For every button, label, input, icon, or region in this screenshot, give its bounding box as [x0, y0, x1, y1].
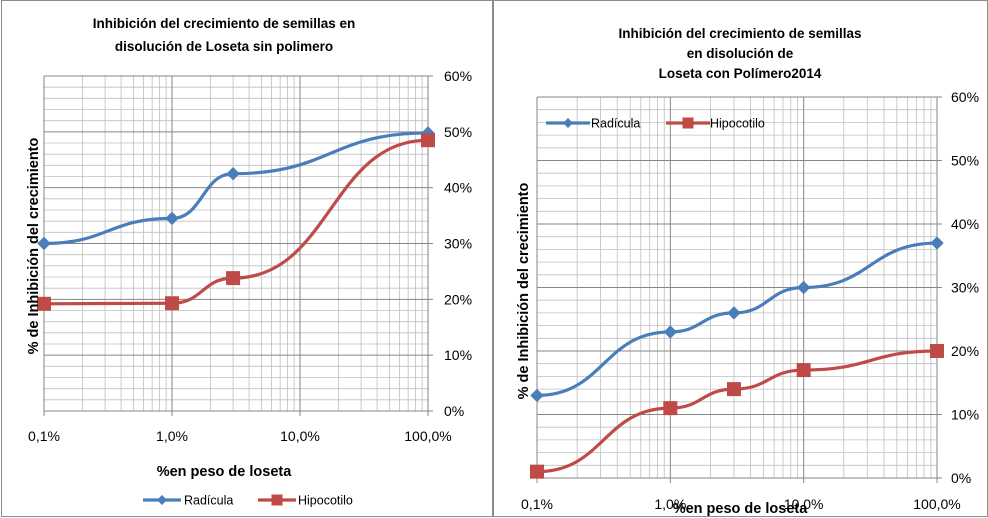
- y-axis-title: % de Inhibición del crecimiento: [516, 182, 532, 399]
- chart-left-svg: 0% 10% 20% 30% 40% 50% 60% 0,1% 1,0% 10,0% 100,0% I…: [26, 16, 472, 508]
- data-point-radicula: [165, 211, 179, 226]
- x-tick-label: 0,1%: [521, 496, 553, 512]
- y-tick-label: 40%: [444, 180, 472, 196]
- y-tick-label: 60%: [951, 89, 979, 105]
- data-point-hipocotilo: [530, 464, 544, 479]
- chart-panel-right: 0% 10% 20% 30% 40% 50% 60% 0,1% 1,0% 10,0% 100,0% I…: [493, 0, 988, 517]
- data-point-hipocotilo: [226, 271, 241, 286]
- y-tick-label: 0%: [444, 403, 464, 419]
- y-tick-label: 60%: [444, 68, 472, 84]
- chart-title-line: en disolución de: [687, 46, 794, 61]
- data-point-hipocotilo: [726, 382, 741, 397]
- data-point-radicula: [727, 306, 741, 320]
- legend-label-hipocotilo: Hipocotilo: [710, 117, 765, 131]
- chart-title-line: Inhibición del crecimiento de semillas: [618, 26, 861, 41]
- chart-right-svg: 0% 10% 20% 30% 40% 50% 60% 0,1% 1,0% 10,0% 100,0% I…: [516, 26, 979, 517]
- x-tick-label: 1,0%: [654, 496, 686, 512]
- chart-title-line: Inhibición del crecimiento de semillas e…: [93, 16, 356, 31]
- data-point-radicula: [930, 236, 944, 250]
- series-line-radicula: [43, 131, 429, 246]
- y-tick-label: 30%: [951, 280, 979, 296]
- x-tick-label: 100,0%: [913, 496, 960, 512]
- y-tick-label: 0%: [951, 470, 971, 486]
- data-point-radicula: [530, 388, 544, 403]
- data-point-radicula: [663, 325, 678, 339]
- x-tick-label: 0,1%: [28, 428, 60, 444]
- data-point-radicula: [37, 236, 51, 251]
- data-point-hipocotilo: [796, 363, 811, 378]
- y-tick-label: 10%: [444, 347, 472, 363]
- x-tick-label: 10,0%: [784, 496, 824, 512]
- legend-label-hipocotilo: Hipocotilo: [298, 494, 353, 508]
- y-tick-label: 50%: [951, 153, 979, 169]
- y-axis-title: % de Inhibición del crecimiento: [26, 137, 42, 354]
- series-line-radicula: [536, 241, 938, 398]
- y-tick-label: 20%: [951, 343, 979, 359]
- y-tick-label: 50%: [444, 124, 472, 140]
- chart-title-line: disolución de Loseta sin polimero: [115, 39, 333, 54]
- x-tick-label: 100,0%: [404, 428, 451, 444]
- y-tick-label: 30%: [444, 236, 472, 252]
- chart-title-line: Loseta con Polímero2014: [659, 66, 822, 81]
- data-point-hipocotilo: [663, 401, 678, 416]
- y-tick-label: 10%: [951, 407, 979, 423]
- y-tick-label: 40%: [951, 216, 979, 232]
- x-axis-title: %en peso de loseta: [157, 464, 293, 480]
- x-tick-label: 1,0%: [156, 428, 188, 444]
- data-point-hipocotilo: [421, 133, 435, 148]
- legend-marker-hipocotilo: [682, 117, 694, 129]
- data-point-radicula: [796, 280, 811, 295]
- data-point-hipocotilo: [165, 296, 179, 311]
- series-line-hipocotilo: [43, 138, 429, 306]
- data-point-hipocotilo: [37, 296, 51, 311]
- legend-label-radicula: Radícula: [591, 117, 640, 131]
- y-tick-label: 20%: [444, 291, 472, 307]
- data-point-hipocotilo: [930, 344, 944, 358]
- x-axis-title: %en peso de loseta: [673, 501, 809, 517]
- chart-panel-left: 0% 10% 20% 30% 40% 50% 60% 0,1% 1,0% 10,0% 100,0% I…: [1, 0, 493, 517]
- legend-marker-radicula: [157, 495, 167, 505]
- x-tick-label: 10,0%: [280, 428, 320, 444]
- plot-area: [37, 75, 435, 416]
- legend-label-radicula: Radícula: [184, 494, 233, 508]
- legend-marker-radicula: [563, 118, 573, 128]
- data-point-radicula: [226, 167, 240, 181]
- legend-marker-hipocotilo: [271, 494, 283, 506]
- plot-area: [530, 96, 944, 483]
